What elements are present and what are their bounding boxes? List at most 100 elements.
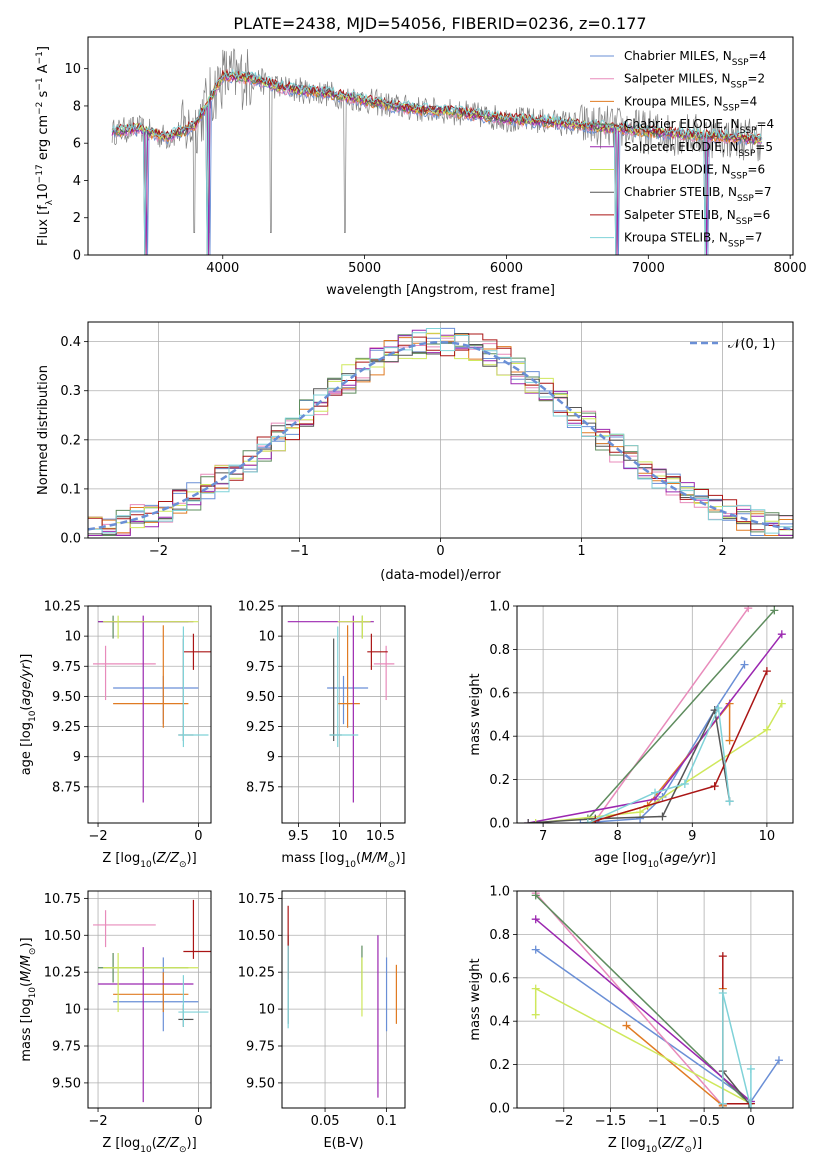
weight-marker: [725, 797, 734, 806]
weight-marker: [636, 808, 645, 817]
weight-line-salpeter-elodie: [535, 918, 752, 1103]
legend-label: Kroupa MILES, NSSP=4: [624, 94, 757, 113]
weight-line-chabrier-stelib: [528, 707, 731, 823]
y-tick-label: 9.75: [52, 1040, 81, 1055]
y-tick-label: 9.75: [246, 1040, 275, 1055]
x-tick-label: 5000: [348, 261, 381, 276]
x-tick-label: 10.5: [366, 829, 395, 844]
y-tick-label: 8: [73, 99, 81, 114]
age-vs-mass-axes: 9.5 10 10.5 8.75 9 9.25 9.50 9.75 10 10.25 mass [l…: [238, 600, 406, 871]
y-tick-label: 0.8: [489, 928, 510, 943]
axes-frame: [87, 36, 794, 256]
weight-line-kroupa-stelib: [722, 992, 752, 1108]
y-tick-label: 0.3: [60, 384, 81, 399]
plot-area: [88, 327, 793, 536]
x-tick-label: 10: [331, 829, 348, 844]
legend-label: Kroupa ELODIE, NSSP=6: [624, 163, 765, 182]
mass-vs-metallicity-axes: −2 0 9.50 9.75 10 10.25 10.50 10.75 Z [log10(Z/Z…: [19, 890, 212, 1155]
x-axis-label: Z [log10(Z/Z⊙)]: [608, 1136, 702, 1155]
legend-label: Salpeter MILES, NSSP=2: [624, 72, 765, 91]
y-tick-label: 10.50: [238, 929, 275, 944]
weight-marker: [777, 630, 786, 639]
weight-marker: [777, 699, 786, 708]
x-tick-label: −1.5: [595, 1114, 627, 1129]
histogram-salpeter-stelib: [88, 333, 793, 531]
grid: [88, 891, 211, 1108]
weight-marker: [746, 1064, 755, 1073]
plot-area: [93, 615, 211, 803]
y-tick-label: 9.50: [52, 690, 81, 705]
model-spectrum-line-chabrier-elodie: [111, 73, 762, 145]
y-tick-label: 0.0: [489, 817, 510, 832]
y-tick-label: 9.50: [246, 690, 275, 705]
axes-frame: [87, 605, 212, 824]
y-tick-label: 10.75: [44, 892, 81, 907]
x-tick-label: 9.5: [288, 829, 309, 844]
weight-marker: [524, 819, 533, 823]
y-tick-label: 9.50: [52, 1076, 81, 1091]
weight-marker: [531, 819, 540, 823]
weight-marker: [583, 819, 592, 823]
weight-marker: [762, 725, 771, 734]
weight-line-salpeter-miles: [594, 607, 749, 822]
y-tick-label: 0.0: [489, 1102, 510, 1117]
plot-area: [287, 905, 397, 1098]
y-tick-label: 10: [64, 1003, 81, 1018]
y-axis-label: mass weight: [468, 958, 483, 1040]
y-tick-label: 0.6: [489, 686, 510, 701]
x-tick-label: −2: [554, 1114, 573, 1129]
weight-marker: [740, 660, 749, 669]
y-tick-label: 6: [73, 137, 81, 152]
x-tick-label: 2: [718, 544, 726, 559]
y-tick-label: 8.75: [52, 780, 81, 795]
mass-weight-vs-metallicity-axes: −2 −1.5 −1 −0.5 0 0.0 0.2 0.4 0.6 0.8 1.0 Z [log10(…: [468, 885, 794, 1155]
x-axis-label: E(B-V): [323, 1136, 363, 1151]
y-tick-label: 10: [258, 630, 275, 645]
axes-frame: [516, 605, 794, 824]
x-tick-label: −2: [88, 1114, 107, 1129]
y-tick-label: 0.2: [489, 1058, 510, 1073]
weight-marker: [531, 984, 540, 993]
y-tick-label: 9: [267, 750, 275, 765]
axes-frame: [516, 890, 794, 1109]
legend-label: Salpeter STELIB, NSSP=6: [624, 208, 770, 227]
legend-label: Chabrier ELODIE, NSSP=4: [624, 117, 774, 136]
x-tick-label: 0: [436, 544, 444, 559]
y-tick-label: 9.25: [246, 720, 275, 735]
weight-line-kroupa-elodie: [534, 987, 752, 1105]
y-tick-label: 8.75: [246, 780, 275, 795]
y-tick-label: 0.6: [489, 971, 510, 986]
plot-area: [111, 48, 763, 255]
weight-marker: [531, 891, 540, 900]
x-tick-label: 10: [759, 829, 776, 844]
x-tick-label: 0.05: [311, 1114, 340, 1129]
legend-label: Kroupa STELIB, NSSP=7: [624, 231, 762, 250]
x-axis-label: mass [log10(M/M⊙)]: [281, 851, 405, 870]
x-tick-label: 7: [539, 829, 547, 844]
legend-label: Salpeter ELODIE, NSSP=5: [624, 140, 773, 159]
weight-marker: [774, 1056, 783, 1065]
weight-marker: [746, 1104, 755, 1108]
x-axis-label: age [log10(age/yr)]: [594, 851, 716, 870]
y-tick-label: 9.75: [52, 660, 81, 675]
y-tick-label: 0.0: [60, 532, 81, 547]
weight-marker: [770, 606, 779, 615]
y-tick-label: 9: [73, 750, 81, 765]
histogram-kroupa-stelib: [88, 328, 793, 534]
y-tick-label: 10: [64, 630, 81, 645]
y-tick-label: 10.50: [44, 929, 81, 944]
x-tick-label: −1: [648, 1114, 667, 1129]
y-tick-label: 10.25: [44, 966, 81, 981]
mass-vs-extinction-axes: 0.05 0.1 9.50 9.75 10 10.25 10.50 10.75 E(B-V): [238, 890, 406, 1151]
y-tick-label: 4: [73, 174, 81, 189]
x-tick-label: 0: [194, 1114, 202, 1129]
y-tick-label: 0.4: [489, 730, 510, 745]
y-tick-label: 10.25: [238, 600, 275, 615]
y-tick-label: 1.0: [489, 600, 510, 615]
weight-line-salpeter-miles: [535, 892, 724, 1107]
x-tick-label: −2: [88, 829, 107, 844]
axes-frame: [87, 890, 212, 1109]
x-tick-label: 0: [747, 1114, 755, 1129]
grid: [282, 891, 405, 1108]
